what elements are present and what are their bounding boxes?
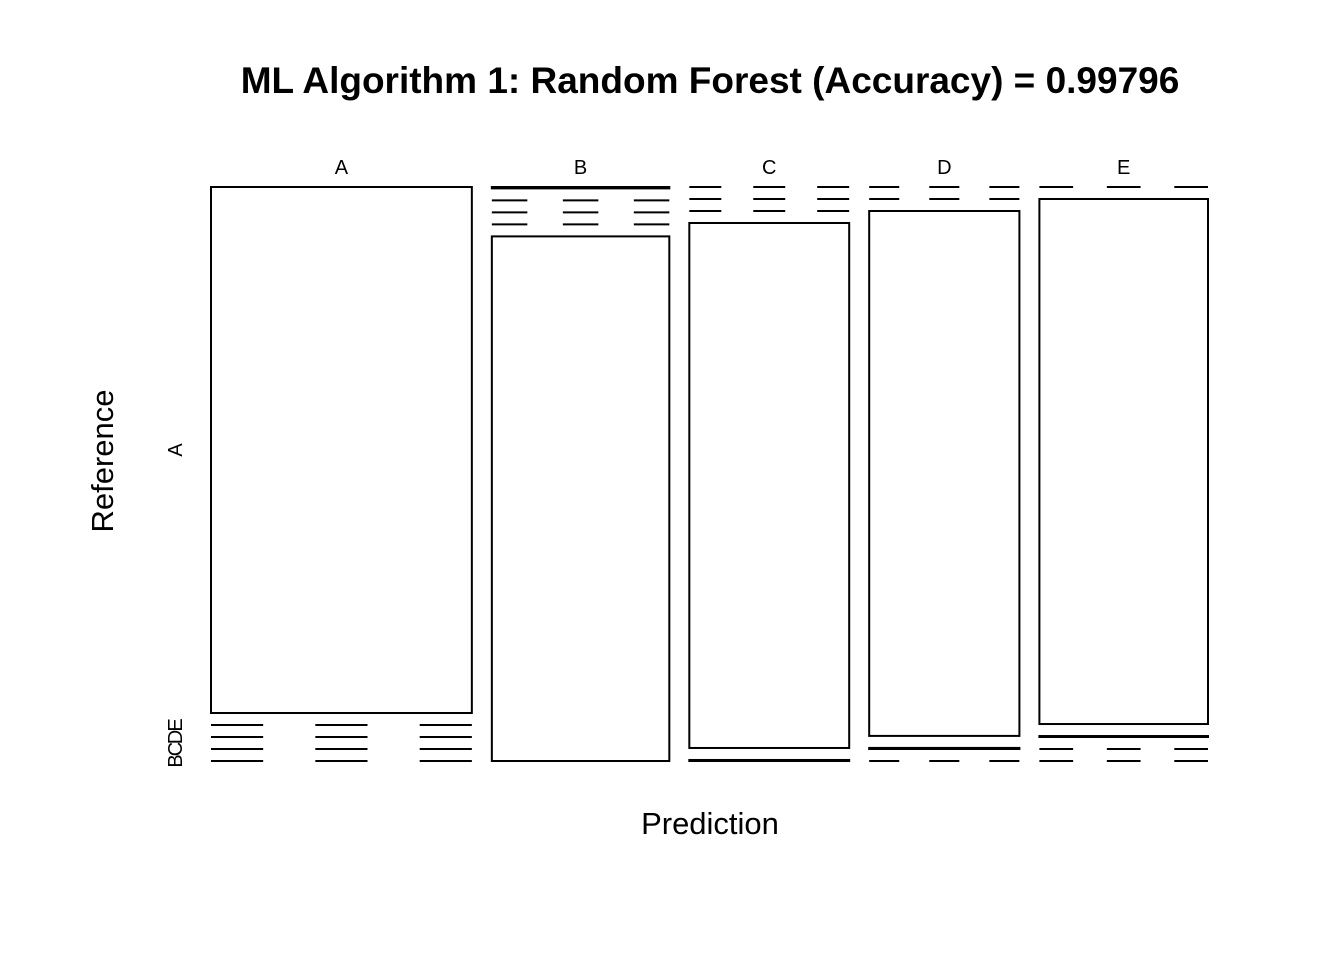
y-tick-label-B: B bbox=[165, 754, 187, 767]
y-tick-label-C: C bbox=[165, 742, 187, 756]
y-tick-label-D: D bbox=[165, 730, 187, 744]
x-tick-label-A: A bbox=[335, 157, 349, 179]
mosaic-tile-pred-E-ref-E bbox=[1038, 198, 1209, 726]
mosaic-tile-pred-C-ref-C bbox=[688, 222, 851, 749]
mosaic-tile-pred-B-ref-B bbox=[490, 235, 671, 762]
mosaic-tile-pred-E-ref-D bbox=[1038, 735, 1209, 738]
chart-title: ML Algorithm 1: Random Forest (Accuracy)… bbox=[241, 60, 1180, 101]
x-axis-title: Prediction bbox=[641, 806, 779, 841]
mosaic-tile-pred-D-ref-D bbox=[868, 210, 1021, 737]
x-tick-label-D: D bbox=[937, 157, 951, 179]
mosaic-tile-pred-D-ref-C bbox=[868, 746, 1021, 750]
y-axis-title: Reference bbox=[85, 389, 120, 532]
x-tick-label-B: B bbox=[574, 157, 587, 179]
mosaic-tile-pred-A-ref-A bbox=[210, 186, 473, 714]
y-tick-label-A: A bbox=[165, 443, 187, 457]
x-tick-label-E: E bbox=[1117, 157, 1130, 179]
y-tick-label-E: E bbox=[165, 718, 187, 731]
x-tick-label-C: C bbox=[762, 157, 776, 179]
mosaic-tile-pred-B-ref-A bbox=[490, 186, 671, 190]
mosaic-tile-pred-C-ref-B bbox=[688, 758, 851, 763]
